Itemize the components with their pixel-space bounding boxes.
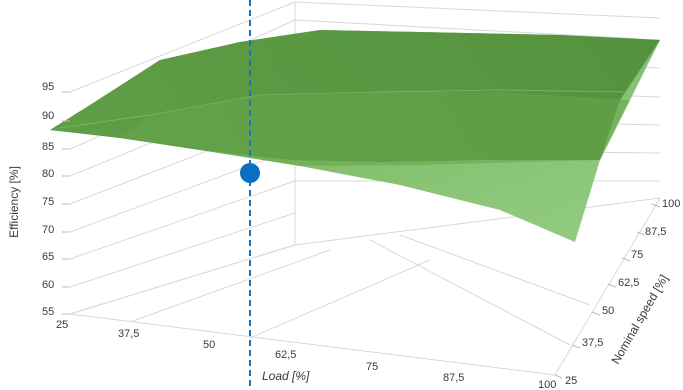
axis-tick (554, 374, 563, 379)
z-tick-label: 75 (42, 196, 54, 208)
y-tick-label: 37,5 (582, 337, 603, 349)
grid-line (294, 1, 661, 19)
z-axis-ticks: 55 60 65 70 75 80 85 90 95 (42, 81, 54, 318)
x-tick-label: 25 (56, 319, 68, 331)
operating-point-marker (240, 163, 260, 183)
z-tick-label: 95 (42, 81, 54, 93)
x-tick-label: 62,5 (275, 349, 296, 361)
axis-tick (636, 231, 646, 236)
efficiency-surface (50, 30, 660, 242)
grid-line (399, 234, 591, 306)
axis-tick (591, 311, 601, 316)
x-axis-ticks: 25 37,5 50 62,5 75 87,5 100 (56, 319, 556, 390)
y-tick-label: 87,5 (645, 226, 666, 238)
z-tick-label: 85 (42, 141, 54, 153)
axis-tick (621, 257, 631, 262)
z-tick-label: 55 (42, 306, 54, 318)
axis-tick (571, 344, 581, 349)
surface-mid-band (120, 92, 630, 166)
y-axis-ticks: 25 37,5 50 62,5 75 87,5 100 (565, 198, 680, 387)
grid-line (69, 313, 556, 376)
y-tick-label: 50 (602, 305, 614, 317)
grid-line (129, 249, 331, 323)
z-tick-label: 70 (42, 224, 54, 236)
x-tick-label: 87,5 (443, 372, 464, 384)
grid-line (69, 148, 296, 233)
axis-tick (607, 283, 617, 288)
x-tick-label: 75 (366, 361, 378, 373)
grid-line (69, 244, 296, 315)
z-tick-label: 90 (42, 110, 54, 122)
axis-tick (651, 203, 661, 208)
grid-line (249, 259, 431, 339)
y-tick-label: 100 (662, 198, 680, 210)
grid-line (69, 212, 296, 288)
grid-line (294, 19, 661, 41)
z-tick-label: 65 (42, 251, 54, 263)
y-tick-label: 25 (565, 375, 577, 387)
y-tick-label: 62,5 (618, 277, 639, 289)
axis-ticks (62, 91, 661, 379)
y-tick-label: 75 (631, 249, 643, 261)
x-tick-label: 100 (538, 379, 556, 390)
grid-line (69, 1, 296, 93)
z-tick-label: 80 (42, 168, 54, 180)
grid-line (369, 239, 571, 346)
x-tick-label: 37,5 (118, 328, 139, 340)
grid-line (294, 197, 661, 246)
grid-line (69, 180, 296, 260)
x-axis-title: Load [%] (262, 369, 310, 383)
z-tick-label: 60 (42, 279, 54, 291)
x-tick-label: 50 (203, 339, 215, 351)
z-axis-title: Efficiency [%] (7, 166, 21, 238)
